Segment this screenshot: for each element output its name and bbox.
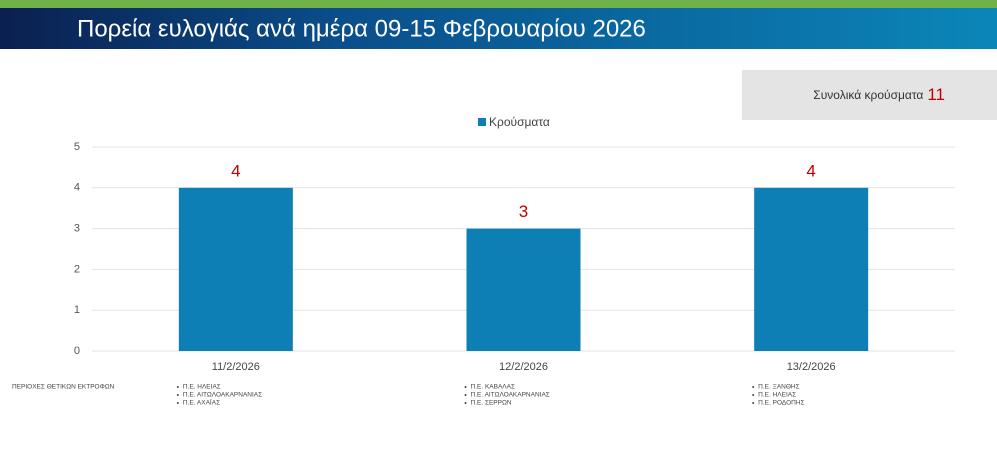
chart-title: Πορεία ευλογιάς ανά ημέρα 09-15 Φεβρουαρ… (77, 15, 646, 42)
y-tick-label: 4 (74, 182, 80, 194)
value-label: 3 (519, 202, 528, 221)
region: Π.Ε. ΡΟΔΟΠΗΣ (758, 400, 804, 407)
total-label: Συνολικά κρούσματα (813, 88, 923, 102)
region: Π.Ε. ΗΛΕΙΑΣ (183, 384, 221, 391)
region: Π.Ε. ΑΙΤΩΛΟΑΚΑΡΝΑΝΙΑΣ (183, 392, 262, 399)
region: Π.Ε. ΑΙΤΩΛΟΑΚΑΡΝΑΝΙΑΣ (471, 392, 550, 399)
legend-swatch (478, 118, 486, 126)
bullet (464, 386, 467, 388)
value-label: 4 (231, 161, 240, 180)
bullet (176, 402, 179, 404)
y-tick-label: 1 (74, 304, 80, 316)
region: Π.Ε. ΗΛΕΙΑΣ (758, 392, 796, 399)
y-tick-label: 0 (74, 345, 80, 357)
total: Συνολικά κρούσματα 11 (813, 85, 945, 104)
x-tick-label: 13/2/2026 (787, 361, 836, 373)
x-tick-label: 12/2/2026 (499, 361, 548, 373)
bar (178, 187, 293, 351)
y-tick-label: 5 (74, 141, 80, 153)
bullet (464, 402, 467, 404)
bullet (752, 386, 755, 388)
regions-label: ΠΕΡΙΟΧΕΣ ΘΕΤΙΚΩΝ ΕΚΤΡΟΦΩΝ (12, 384, 115, 391)
bar (466, 228, 581, 351)
total-value: 11 (927, 85, 945, 104)
bar (754, 187, 869, 351)
x-tick-label: 11/2/2026 (212, 361, 260, 373)
y-tick-label: 3 (74, 223, 80, 235)
bullet (176, 394, 179, 396)
region: Π.Ε. ΚΑΒΑΛΑΣ (471, 384, 515, 391)
title-banner (0, 8, 997, 49)
value-label: 4 (806, 161, 815, 180)
total-box (742, 70, 997, 120)
bullet (176, 386, 179, 388)
y-tick-label: 2 (74, 263, 80, 275)
bullet (464, 394, 467, 396)
region: Π.Ε. ΞΑΝΘΗΣ (758, 384, 799, 391)
bullet (752, 402, 755, 404)
region: Π.Ε. ΣΕΡΡΩΝ (471, 400, 512, 407)
bullet (752, 394, 755, 396)
region: Π.Ε. ΑΧΑΪΑΣ (183, 399, 220, 407)
top-strip (0, 0, 997, 8)
legend-label: Κρούσματα (489, 115, 550, 129)
